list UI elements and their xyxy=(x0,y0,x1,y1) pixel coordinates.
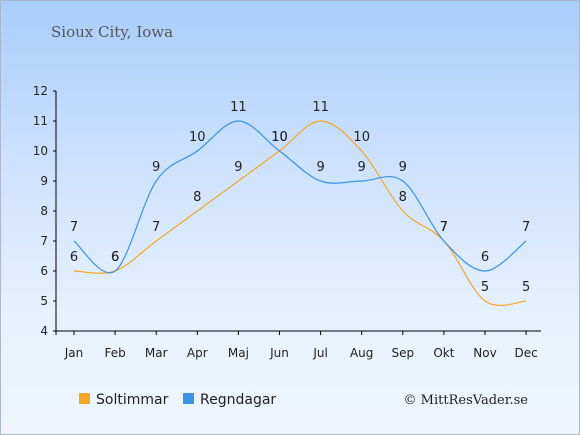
y-tick-label: 6 xyxy=(40,264,48,278)
data-label-soltimmar: 5 xyxy=(481,280,489,295)
legend: Soltimmar Regndagar xyxy=(79,392,276,408)
y-tick-label: 7 xyxy=(40,234,48,248)
data-label-regndagar: 6 xyxy=(111,250,119,265)
x-tick-label: Apr xyxy=(187,346,208,360)
data-label-soltimmar: 8 xyxy=(193,190,201,205)
x-tick-label: Okt xyxy=(433,346,454,360)
data-label-soltimmar: 10 xyxy=(271,130,288,145)
y-tick-label: 4 xyxy=(40,324,48,338)
data-label-soltimmar: 11 xyxy=(312,100,329,115)
legend-label-soltimmar: Soltimmar xyxy=(96,392,169,408)
series-lines xyxy=(73,120,527,306)
data-label-soltimmar: 6 xyxy=(111,250,119,265)
x-tick-label: Maj xyxy=(228,346,249,360)
y-tick-label: 12 xyxy=(33,84,48,98)
y-tick-label: 5 xyxy=(40,294,48,308)
data-label-soltimmar: 7 xyxy=(440,220,448,235)
data-label-regndagar: 6 xyxy=(481,250,489,265)
x-tick-label: Mar xyxy=(145,346,168,360)
axes: 4 5 6 7 8 9 10 11 12 Jan Feb Mar Apr Maj Jun Jul Aug Sep O… xyxy=(33,84,541,360)
data-label-soltimmar: 10 xyxy=(353,130,370,145)
data-label-soltimmar: 9 xyxy=(234,160,242,175)
data-label-soltimmar: 5 xyxy=(522,280,530,295)
x-tick-label: Nov xyxy=(473,346,496,360)
data-label-regndagar: 9 xyxy=(358,160,366,175)
data-label-regndagar: 9 xyxy=(316,160,324,175)
x-tick-label: Aug xyxy=(350,346,373,360)
x-tick-label: Jan xyxy=(64,346,84,360)
data-label-regndagar: 7 xyxy=(440,220,448,235)
series-line-soltimmar xyxy=(73,120,527,306)
legend-swatch-regndagar xyxy=(183,393,194,404)
chart-title: Sioux City, Iowa xyxy=(51,23,173,41)
data-label-regndagar: 9 xyxy=(399,160,407,175)
data-label-regndagar: 7 xyxy=(70,220,78,235)
y-tick-label: 11 xyxy=(33,114,48,128)
y-tick-label: 8 xyxy=(40,204,48,218)
y-tick-label: 9 xyxy=(40,174,48,188)
credit-text: © MittResVader.se xyxy=(404,393,529,408)
x-tick-label: Feb xyxy=(104,346,125,360)
series-line-regndagar xyxy=(73,120,527,274)
x-tick-label: Jun xyxy=(269,346,289,360)
data-label-regndagar: 11 xyxy=(230,100,247,115)
y-tick-label: 10 xyxy=(33,144,48,158)
data-label-soltimmar: 7 xyxy=(152,220,160,235)
data-label-regndagar: 10 xyxy=(271,130,288,145)
data-label-soltimmar: 8 xyxy=(399,190,407,205)
x-tick-label: Jul xyxy=(312,346,327,360)
x-tick-label: Dec xyxy=(514,346,537,360)
data-label-soltimmar: 6 xyxy=(70,250,78,265)
x-tick-label: Sep xyxy=(391,346,414,360)
data-label-regndagar: 10 xyxy=(189,130,206,145)
data-label-regndagar: 9 xyxy=(152,160,160,175)
legend-swatch-soltimmar xyxy=(79,393,90,404)
legend-label-regndagar: Regndagar xyxy=(200,392,276,408)
data-label-regndagar: 7 xyxy=(522,220,530,235)
